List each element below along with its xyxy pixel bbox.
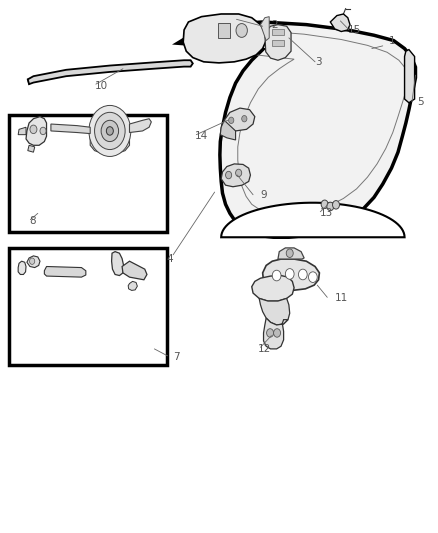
Polygon shape — [252, 276, 294, 301]
Circle shape — [106, 127, 113, 135]
Text: 11: 11 — [335, 293, 348, 303]
Polygon shape — [128, 281, 138, 290]
Text: 4: 4 — [166, 254, 173, 263]
Circle shape — [272, 270, 281, 281]
Polygon shape — [405, 50, 415, 103]
Text: 14: 14 — [195, 131, 208, 141]
Circle shape — [229, 117, 234, 124]
Circle shape — [236, 169, 242, 176]
Circle shape — [89, 106, 131, 157]
Text: 12: 12 — [258, 344, 272, 354]
Polygon shape — [224, 108, 255, 131]
Circle shape — [95, 112, 125, 150]
Polygon shape — [218, 23, 230, 38]
Text: 8: 8 — [29, 216, 36, 227]
Circle shape — [242, 116, 247, 122]
Polygon shape — [28, 60, 193, 84]
Polygon shape — [259, 298, 290, 325]
Text: 1: 1 — [389, 36, 396, 45]
Polygon shape — [27, 256, 40, 268]
Circle shape — [321, 200, 328, 208]
Circle shape — [286, 249, 293, 257]
Circle shape — [274, 329, 281, 337]
Polygon shape — [272, 29, 284, 35]
Circle shape — [298, 269, 307, 280]
Circle shape — [236, 23, 247, 37]
Polygon shape — [220, 120, 236, 140]
Polygon shape — [18, 261, 26, 274]
Polygon shape — [28, 146, 35, 152]
Polygon shape — [122, 261, 147, 280]
FancyBboxPatch shape — [10, 115, 166, 232]
Circle shape — [308, 272, 317, 282]
Polygon shape — [272, 39, 284, 46]
Circle shape — [29, 258, 35, 264]
FancyBboxPatch shape — [10, 248, 166, 365]
Circle shape — [327, 202, 334, 211]
Circle shape — [101, 120, 119, 142]
Polygon shape — [130, 119, 151, 133]
Polygon shape — [183, 14, 266, 63]
Circle shape — [286, 269, 294, 279]
Text: 5: 5 — [418, 96, 424, 107]
Text: 15: 15 — [348, 25, 361, 35]
Polygon shape — [51, 124, 90, 134]
Text: 10: 10 — [95, 81, 108, 91]
Polygon shape — [264, 318, 288, 349]
Polygon shape — [261, 17, 269, 41]
Circle shape — [332, 200, 339, 209]
Text: 13: 13 — [319, 208, 333, 219]
Polygon shape — [278, 248, 304, 259]
Polygon shape — [44, 266, 86, 277]
Circle shape — [30, 125, 37, 134]
Text: 3: 3 — [315, 57, 321, 67]
Circle shape — [267, 329, 274, 337]
Polygon shape — [221, 203, 405, 237]
Text: 9: 9 — [261, 190, 267, 200]
Polygon shape — [221, 164, 251, 187]
Polygon shape — [177, 22, 416, 237]
Polygon shape — [112, 252, 124, 276]
Circle shape — [226, 171, 232, 179]
Text: 2: 2 — [272, 20, 278, 30]
Text: 7: 7 — [173, 352, 180, 362]
Circle shape — [40, 127, 46, 135]
Polygon shape — [18, 127, 26, 135]
Polygon shape — [90, 131, 130, 154]
Polygon shape — [263, 259, 319, 290]
Polygon shape — [26, 117, 46, 146]
Polygon shape — [330, 14, 350, 31]
Polygon shape — [265, 25, 291, 60]
